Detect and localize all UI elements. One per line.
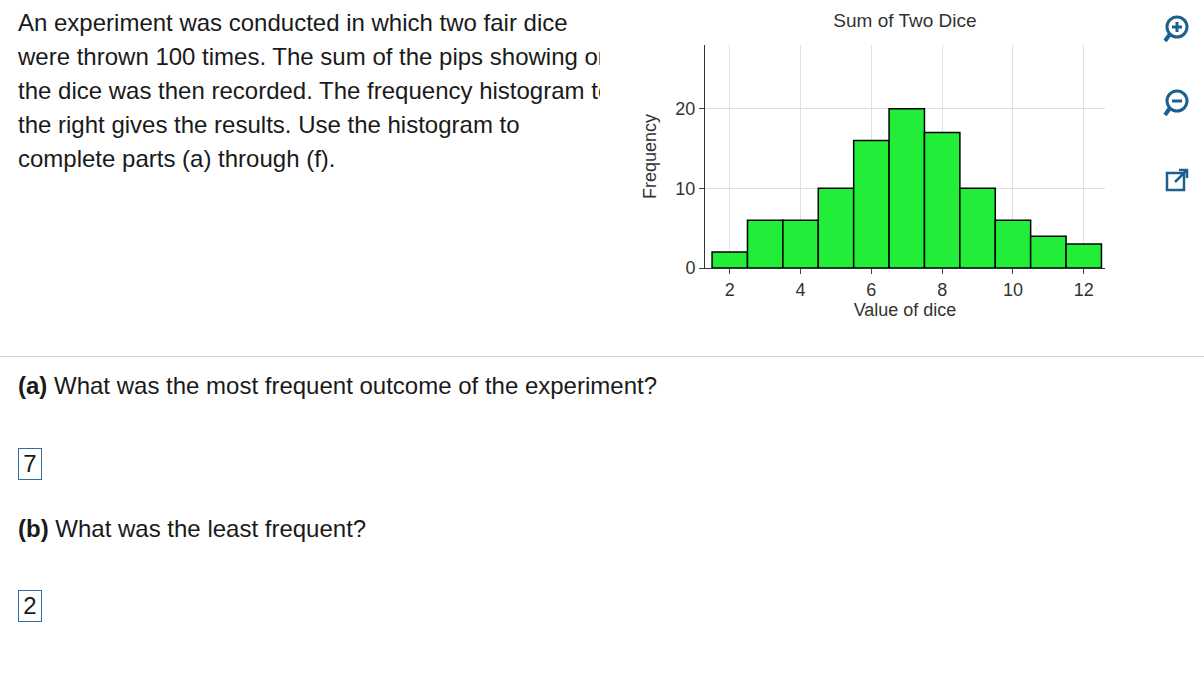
svg-text:Sum of Two Dice: Sum of Two Dice bbox=[833, 10, 976, 31]
svg-text:10: 10 bbox=[675, 179, 695, 199]
svg-text:Frequency: Frequency bbox=[640, 114, 660, 199]
svg-text:20: 20 bbox=[675, 99, 695, 119]
svg-text:2: 2 bbox=[725, 280, 735, 300]
svg-text:4: 4 bbox=[796, 280, 806, 300]
html-text:An experiment was conducted in: An experiment was conducted in which two… bbox=[18, 9, 612, 172]
svg-text:6: 6 bbox=[866, 280, 876, 300]
html-text:(b) What was the least frequen: (b) What was the least frequent? bbox=[18, 515, 367, 542]
html-text:7: 7 bbox=[23, 450, 37, 477]
html-text:2: 2 bbox=[23, 592, 37, 619]
svg-text:0: 0 bbox=[685, 258, 695, 278]
html-text:(a) What was the most frequent: (a) What was the most frequent outcome o… bbox=[18, 372, 657, 399]
svg-text:Value of dice: Value of dice bbox=[854, 300, 957, 320]
svg-text:12: 12 bbox=[1074, 280, 1094, 300]
svg-text:8: 8 bbox=[937, 280, 947, 300]
svg-text:10: 10 bbox=[1003, 280, 1023, 300]
